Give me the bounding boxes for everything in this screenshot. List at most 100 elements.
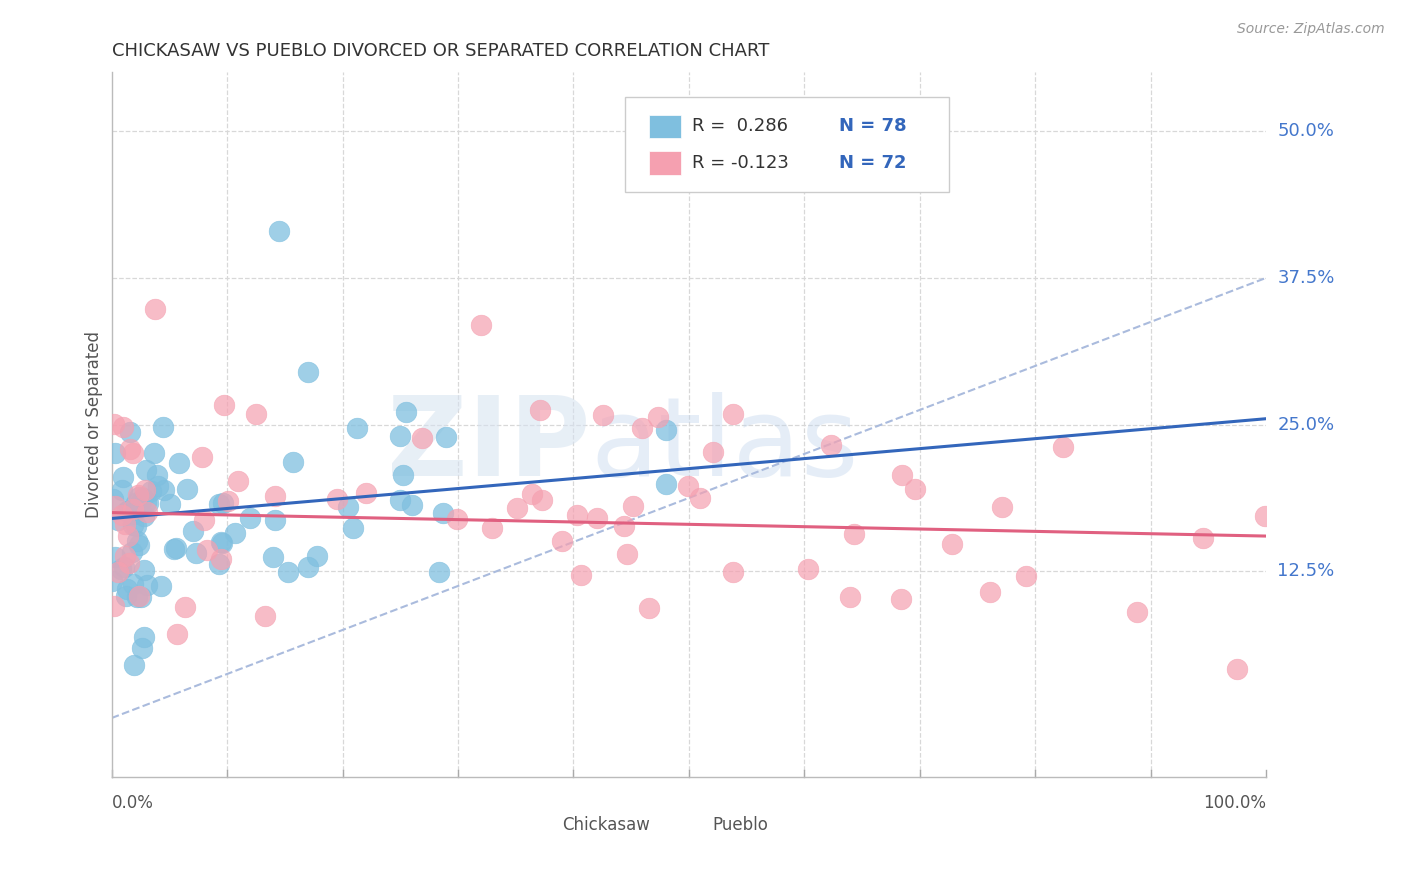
Point — [253, 609, 276, 624]
Point — [143, 301, 166, 316]
Point — [346, 421, 368, 435]
Point — [112, 560, 135, 574]
Point — [181, 524, 204, 538]
Point — [209, 535, 232, 549]
Point — [111, 508, 134, 523]
Point — [551, 533, 574, 548]
Point — [427, 566, 450, 580]
Point — [616, 547, 638, 561]
Point — [153, 483, 176, 497]
Point — [631, 421, 654, 435]
Point — [1191, 531, 1213, 545]
Point — [1253, 508, 1275, 523]
Text: Chickasaw: Chickasaw — [562, 815, 650, 834]
Point — [267, 224, 290, 238]
Text: 100.0%: 100.0% — [1204, 794, 1267, 813]
Point — [842, 527, 865, 541]
Point — [122, 577, 145, 591]
Text: N = 78: N = 78 — [839, 117, 907, 135]
Point — [264, 489, 287, 503]
FancyBboxPatch shape — [678, 814, 703, 834]
Point — [678, 479, 700, 493]
Point — [592, 409, 614, 423]
Point — [128, 589, 150, 603]
Text: ZIP: ZIP — [388, 392, 591, 500]
Point — [114, 516, 136, 531]
Point — [211, 536, 233, 550]
Point — [217, 493, 239, 508]
Point — [401, 498, 423, 512]
Point — [262, 549, 284, 564]
Point — [193, 513, 215, 527]
Point — [121, 446, 143, 460]
Point — [211, 496, 233, 510]
Point — [121, 545, 143, 559]
Point — [101, 574, 124, 588]
Point — [264, 513, 287, 527]
Point — [392, 467, 415, 482]
Text: N = 72: N = 72 — [839, 153, 907, 171]
Point — [337, 500, 360, 514]
Point — [146, 467, 169, 482]
Point — [655, 476, 678, 491]
Point — [224, 525, 246, 540]
Point — [297, 365, 319, 379]
Point — [689, 491, 711, 505]
Point — [647, 410, 669, 425]
Point — [531, 493, 554, 508]
Text: CHICKASAW VS PUEBLO DIVORCED OR SEPARATED CORRELATION CHART: CHICKASAW VS PUEBLO DIVORCED OR SEPARATE… — [111, 42, 769, 60]
FancyBboxPatch shape — [648, 152, 681, 175]
Point — [226, 475, 249, 489]
Text: 50.0%: 50.0% — [1278, 122, 1334, 140]
Point — [173, 600, 195, 615]
Point — [165, 541, 187, 555]
Point — [125, 519, 148, 533]
Point — [135, 495, 157, 509]
Point — [305, 549, 328, 563]
Point — [1126, 605, 1149, 619]
Point — [839, 591, 862, 605]
Point — [132, 508, 155, 523]
Point — [991, 500, 1014, 514]
Point — [702, 445, 724, 459]
FancyBboxPatch shape — [626, 97, 949, 192]
Point — [132, 630, 155, 644]
Point — [1015, 568, 1038, 582]
Point — [127, 590, 149, 604]
Point — [128, 538, 150, 552]
Point — [146, 479, 169, 493]
Point — [191, 450, 214, 465]
Text: 37.5%: 37.5% — [1278, 268, 1334, 287]
Point — [114, 549, 136, 564]
Point — [117, 504, 139, 518]
Point — [111, 419, 134, 434]
Point — [389, 429, 412, 443]
Point — [470, 318, 492, 332]
FancyBboxPatch shape — [527, 814, 553, 834]
Point — [432, 506, 454, 520]
Point — [481, 521, 503, 535]
Point — [1226, 662, 1249, 676]
FancyBboxPatch shape — [648, 115, 681, 138]
Point — [122, 508, 145, 522]
Point — [127, 488, 149, 502]
Point — [125, 534, 148, 549]
Point — [569, 567, 592, 582]
Point — [104, 549, 127, 564]
Point — [891, 467, 914, 482]
Point — [394, 405, 416, 419]
Point — [163, 542, 186, 557]
Point — [245, 407, 267, 421]
Point — [121, 518, 143, 533]
Point — [184, 546, 207, 560]
Point — [207, 557, 229, 571]
Point — [1052, 440, 1074, 454]
Point — [121, 502, 143, 516]
Y-axis label: Divorced or Separated: Divorced or Separated — [86, 331, 103, 518]
Point — [129, 591, 152, 605]
Point — [143, 445, 166, 459]
Point — [195, 542, 218, 557]
Point — [166, 627, 188, 641]
Point — [721, 565, 744, 579]
Text: 12.5%: 12.5% — [1278, 562, 1334, 581]
